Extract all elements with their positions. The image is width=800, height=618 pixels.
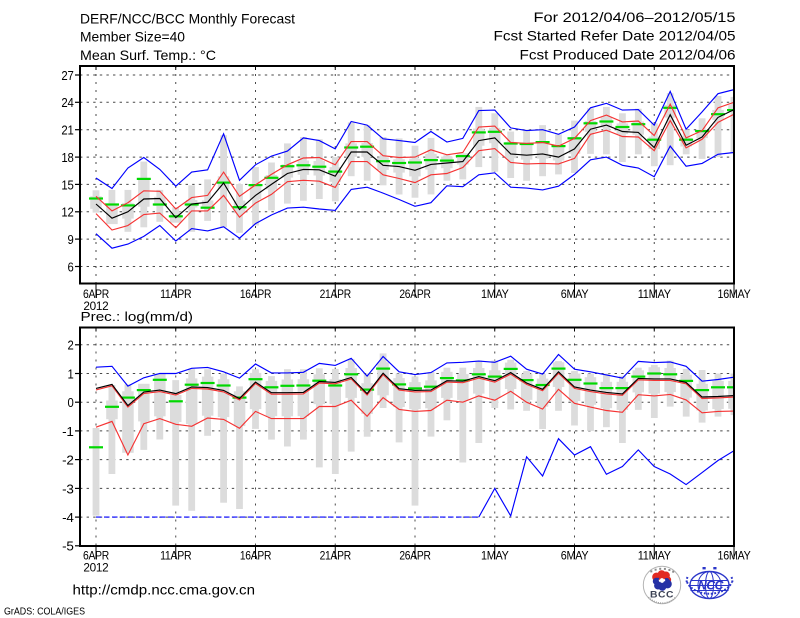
svg-text:11APR: 11APR — [160, 287, 192, 301]
svg-text:-1: -1 — [62, 425, 74, 439]
svg-text:1MAY: 1MAY — [481, 287, 509, 301]
svg-text:Fcst Started Refer Date 2012/0: Fcst Started Refer Date 2012/04/05 — [494, 28, 736, 44]
svg-text:21APR: 21APR — [320, 548, 352, 562]
svg-text:16MAY: 16MAY — [718, 548, 751, 562]
svg-text:9: 9 — [68, 233, 74, 247]
svg-text:21: 21 — [61, 124, 73, 138]
svg-text:27: 27 — [61, 69, 73, 83]
svg-text:For 2012/04/06–2012/05/15: For 2012/04/06–2012/05/15 — [534, 9, 736, 25]
svg-text:0: 0 — [68, 396, 74, 410]
svg-text:-4: -4 — [62, 511, 74, 525]
svg-text:11APR: 11APR — [160, 548, 192, 562]
svg-text:-2: -2 — [62, 454, 74, 468]
svg-text:GrADS: COLA/IGES: GrADS: COLA/IGES — [4, 607, 85, 618]
svg-text:21APR: 21APR — [320, 287, 352, 301]
svg-text:Mean Surf. Temp.: °C: Mean Surf. Temp.: °C — [80, 47, 216, 63]
svg-text:16APR: 16APR — [240, 548, 272, 562]
svg-text:DERF/NCC/BCC Monthly Forecast: DERF/NCC/BCC Monthly Forecast — [80, 11, 295, 27]
svg-text:BCC: BCC — [650, 590, 674, 601]
svg-text:11MAY: 11MAY — [638, 548, 671, 562]
svg-text:6MAY: 6MAY — [561, 287, 589, 301]
svg-text:24: 24 — [61, 96, 73, 110]
svg-text:11MAY: 11MAY — [638, 287, 671, 301]
svg-text:6: 6 — [68, 260, 74, 274]
svg-text:6APR: 6APR — [83, 287, 110, 301]
svg-text:http://cmdp.ncc.cma.gov.cn: http://cmdp.ncc.cma.gov.cn — [73, 582, 256, 598]
svg-text:18: 18 — [61, 151, 73, 165]
svg-text:1: 1 — [68, 367, 74, 381]
svg-text:15: 15 — [61, 178, 73, 192]
svg-text:2: 2 — [68, 339, 74, 353]
svg-text:6APR: 6APR — [83, 548, 110, 562]
svg-text:6MAY: 6MAY — [561, 548, 589, 562]
svg-text:16APR: 16APR — [240, 287, 272, 301]
svg-text:16MAY: 16MAY — [718, 287, 751, 301]
svg-text:-5: -5 — [62, 540, 74, 554]
svg-text:12: 12 — [61, 206, 73, 220]
svg-text:2012: 2012 — [83, 299, 109, 313]
svg-text:Fcst Produced Date 2012/04/06: Fcst Produced Date 2012/04/06 — [520, 47, 736, 63]
svg-text:Prec.: log(mm/d): Prec.: log(mm/d) — [81, 310, 194, 324]
svg-text:Member Size=40: Member Size=40 — [80, 29, 185, 45]
svg-text:1MAY: 1MAY — [481, 548, 509, 562]
svg-text:-3: -3 — [62, 482, 74, 496]
svg-text:26APR: 26APR — [399, 287, 431, 301]
svg-text:2012: 2012 — [83, 560, 109, 574]
svg-text:26APR: 26APR — [399, 548, 431, 562]
svg-text:NCC: NCC — [698, 578, 724, 593]
